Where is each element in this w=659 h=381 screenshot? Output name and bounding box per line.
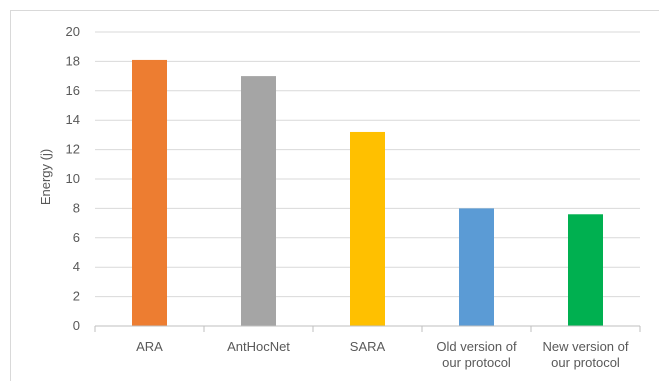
bar: [241, 76, 276, 326]
bar: [568, 214, 603, 326]
y-tick-label: 10: [66, 171, 80, 186]
x-tick-label: our protocol: [551, 355, 620, 370]
x-tick-label: Old version of: [436, 339, 517, 354]
axes: [94, 325, 641, 332]
y-tick-label: 8: [73, 200, 80, 215]
x-tick-label: SARA: [350, 339, 386, 354]
y-tick-label: 16: [66, 83, 80, 98]
y-tick-label: 6: [73, 230, 80, 245]
y-tick-label: 20: [66, 24, 80, 39]
bar: [350, 131, 385, 326]
chart-frame-left: [10, 10, 11, 381]
bars: [132, 59, 603, 327]
y-tick-label: 0: [73, 318, 80, 333]
y-axis-label: Energy (j): [38, 149, 53, 205]
x-tick-label: our protocol: [442, 355, 511, 370]
y-tick-label: 4: [73, 259, 80, 274]
x-tick-label: New version of: [543, 339, 629, 354]
tick-labels: 0 2 4 6 8 10 12 14 16 18 20 ARA AntHocNet SARA Old ver…: [66, 24, 629, 370]
y-tick-label: 14: [66, 112, 80, 127]
bar: [459, 208, 494, 326]
y-tick-label: 2: [73, 289, 80, 304]
y-tick-label: 12: [66, 142, 80, 157]
y-tick-label: 18: [66, 53, 80, 68]
chart-frame-top: [10, 10, 659, 11]
bar: [132, 59, 167, 327]
x-tick-label: AntHocNet: [227, 339, 290, 354]
x-tick-label: ARA: [136, 339, 163, 354]
